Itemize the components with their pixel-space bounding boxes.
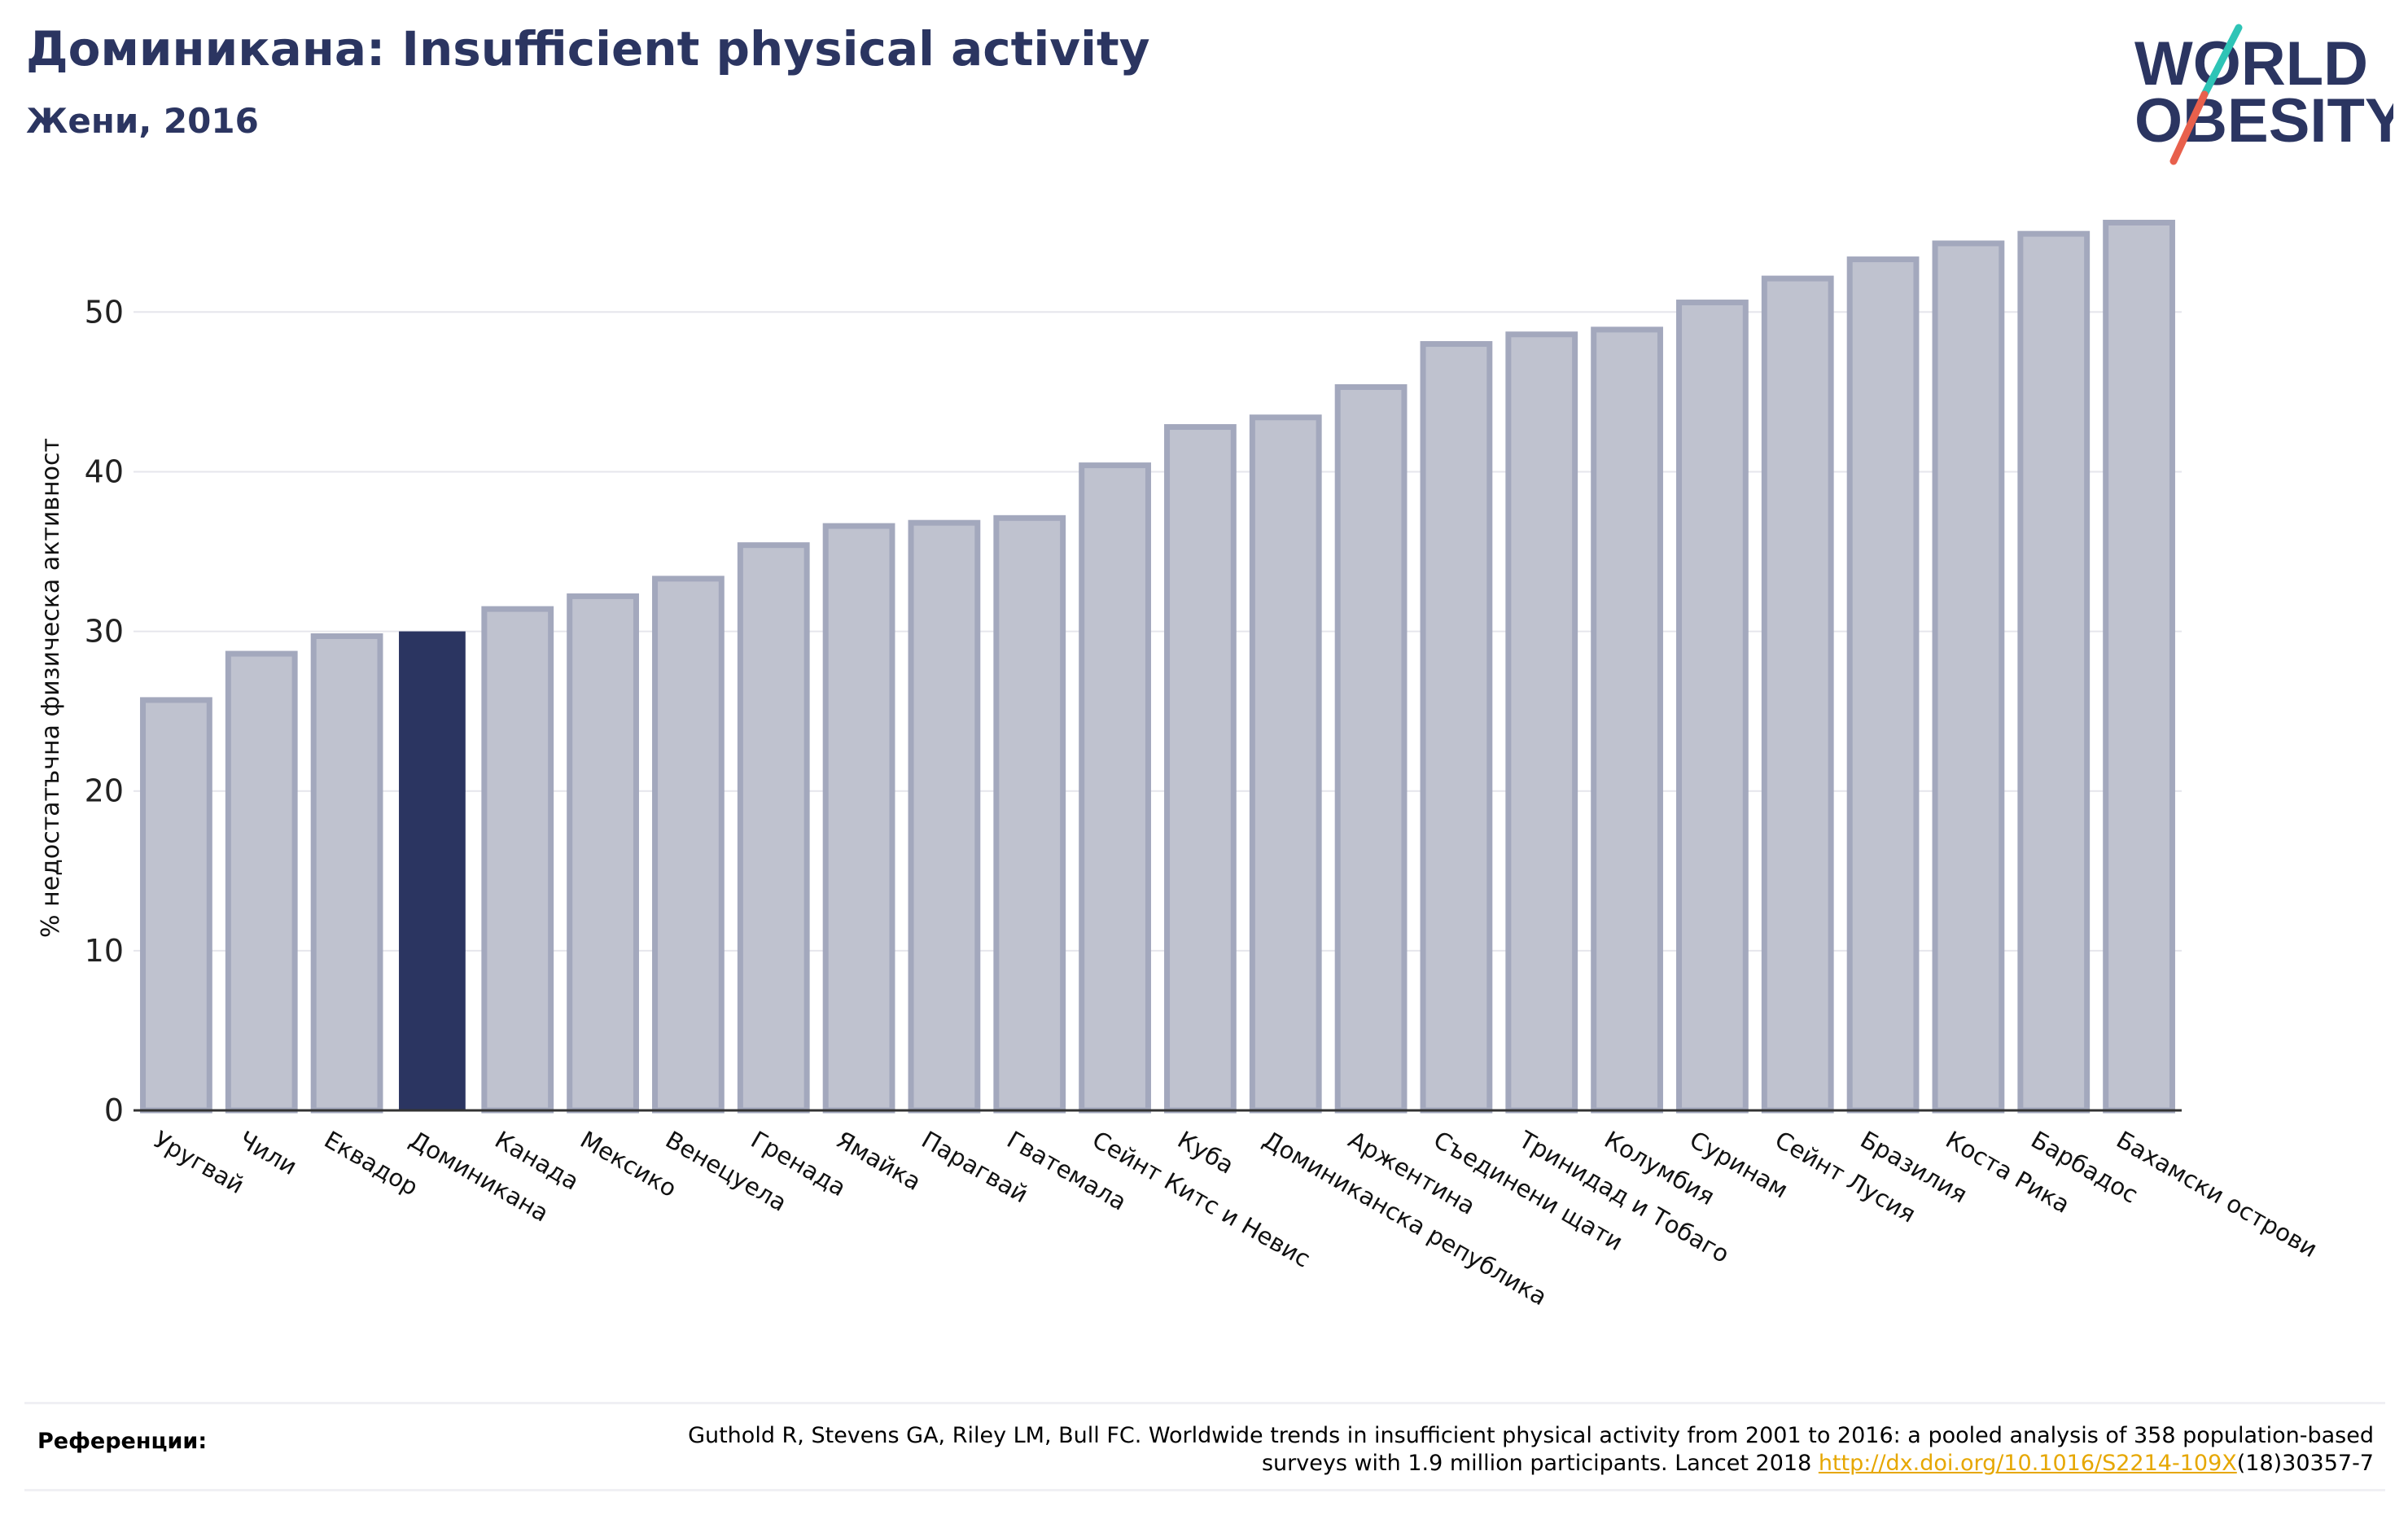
bar — [225, 650, 298, 1114]
bar — [2103, 219, 2175, 1114]
logo-word-world: WORLD — [2134, 29, 2368, 99]
y-tick-label: 0 — [104, 1092, 124, 1128]
x-tick-label: Бахамски острови — [2112, 1126, 2322, 1263]
references-label: Референции: — [37, 1429, 208, 1454]
bar — [652, 576, 725, 1114]
bar — [2017, 230, 2091, 1114]
bar — [1761, 275, 1834, 1114]
bar — [908, 519, 981, 1114]
x-tick-label: Уругвай — [149, 1126, 249, 1200]
bar — [567, 593, 639, 1114]
references-box: Референции: Guthold R, Stevens GA, Riley… — [24, 1402, 2385, 1491]
x-tick-label: Еквадор — [320, 1126, 423, 1202]
world-obesity-logo: WORLD OBESITY — [2134, 24, 2393, 165]
reference-citation: Guthold R, Stevens GA, Riley LM, Bull FC… — [688, 1423, 2374, 1476]
y-tick-label: 40 — [85, 453, 124, 489]
bar — [1932, 240, 2005, 1114]
bar — [481, 606, 554, 1114]
bar — [1676, 300, 1749, 1114]
reference-citation-end: (18)30357-7 — [2236, 1451, 2374, 1476]
bar — [1420, 341, 1493, 1114]
bar — [1079, 462, 1151, 1114]
x-tick-label: Мексико — [576, 1126, 681, 1203]
y-tick-label: 10 — [85, 933, 124, 969]
bar — [1249, 414, 1322, 1114]
bar — [737, 542, 810, 1114]
logo-slash-teal — [2200, 24, 2243, 99]
highlighted-bar — [399, 631, 466, 1110]
chart-title: Доминикана: Insufficient physical activi… — [26, 21, 1150, 77]
bar — [1334, 383, 1408, 1114]
bar — [140, 697, 212, 1114]
bar — [1164, 424, 1237, 1114]
y-tick-label: 20 — [85, 773, 124, 809]
x-tick-label: Куба — [1173, 1126, 1239, 1180]
logo-slash-red — [2169, 90, 2209, 165]
reference-doi-link[interactable]: http://dx.doi.org/10.1016/S2214-109X — [1818, 1451, 2237, 1476]
bar — [1846, 256, 1920, 1114]
bar — [993, 514, 1066, 1114]
bar — [1591, 326, 1663, 1114]
bar — [310, 633, 383, 1114]
y-axis-label: % недостатъчна физическа активност — [37, 438, 65, 938]
references-text: Guthold R, Stevens GA, Riley LM, Bull FC… — [664, 1422, 2374, 1478]
chart-subtitle: Жени, 2016 — [26, 101, 259, 141]
bar — [822, 523, 895, 1114]
y-tick-label: 50 — [85, 294, 124, 330]
y-tick-label: 30 — [85, 614, 124, 650]
x-tick-label: Сейнт Лусия — [1771, 1126, 1920, 1228]
bar — [1505, 331, 1578, 1114]
bar-chart: 0 10 20 30 40 50 % недостатъчна физическа акти… — [37, 219, 2322, 1311]
